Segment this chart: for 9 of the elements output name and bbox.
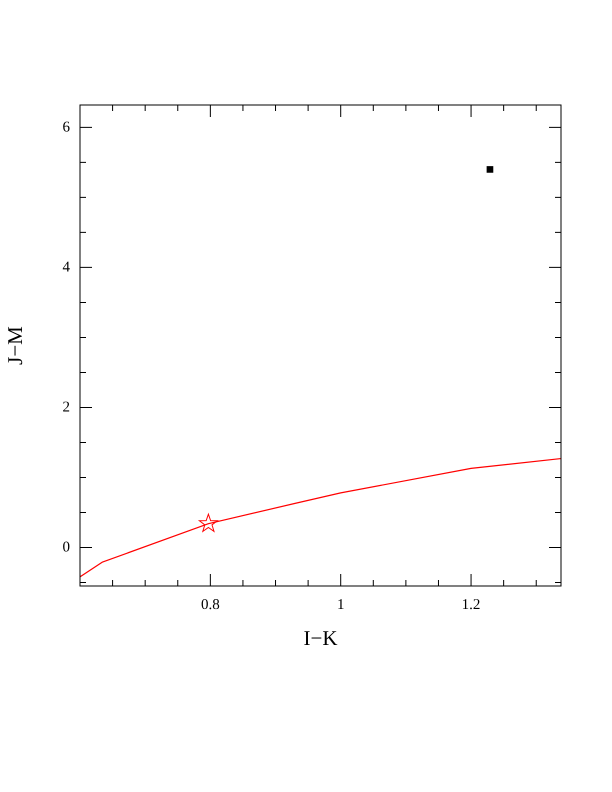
- x-axis-title: I−K: [303, 626, 338, 650]
- y-tick-label: 0: [62, 539, 70, 556]
- y-tick-label: 4: [62, 259, 70, 276]
- x-tick-label: 1.2: [462, 596, 480, 613]
- x-tick-label: 0.8: [200, 596, 220, 613]
- y-tick-label: 2: [62, 399, 70, 416]
- x-tick-label: 1: [336, 596, 344, 613]
- y-tick-label: 6: [62, 119, 70, 136]
- y-axis-title: J−M: [3, 326, 28, 365]
